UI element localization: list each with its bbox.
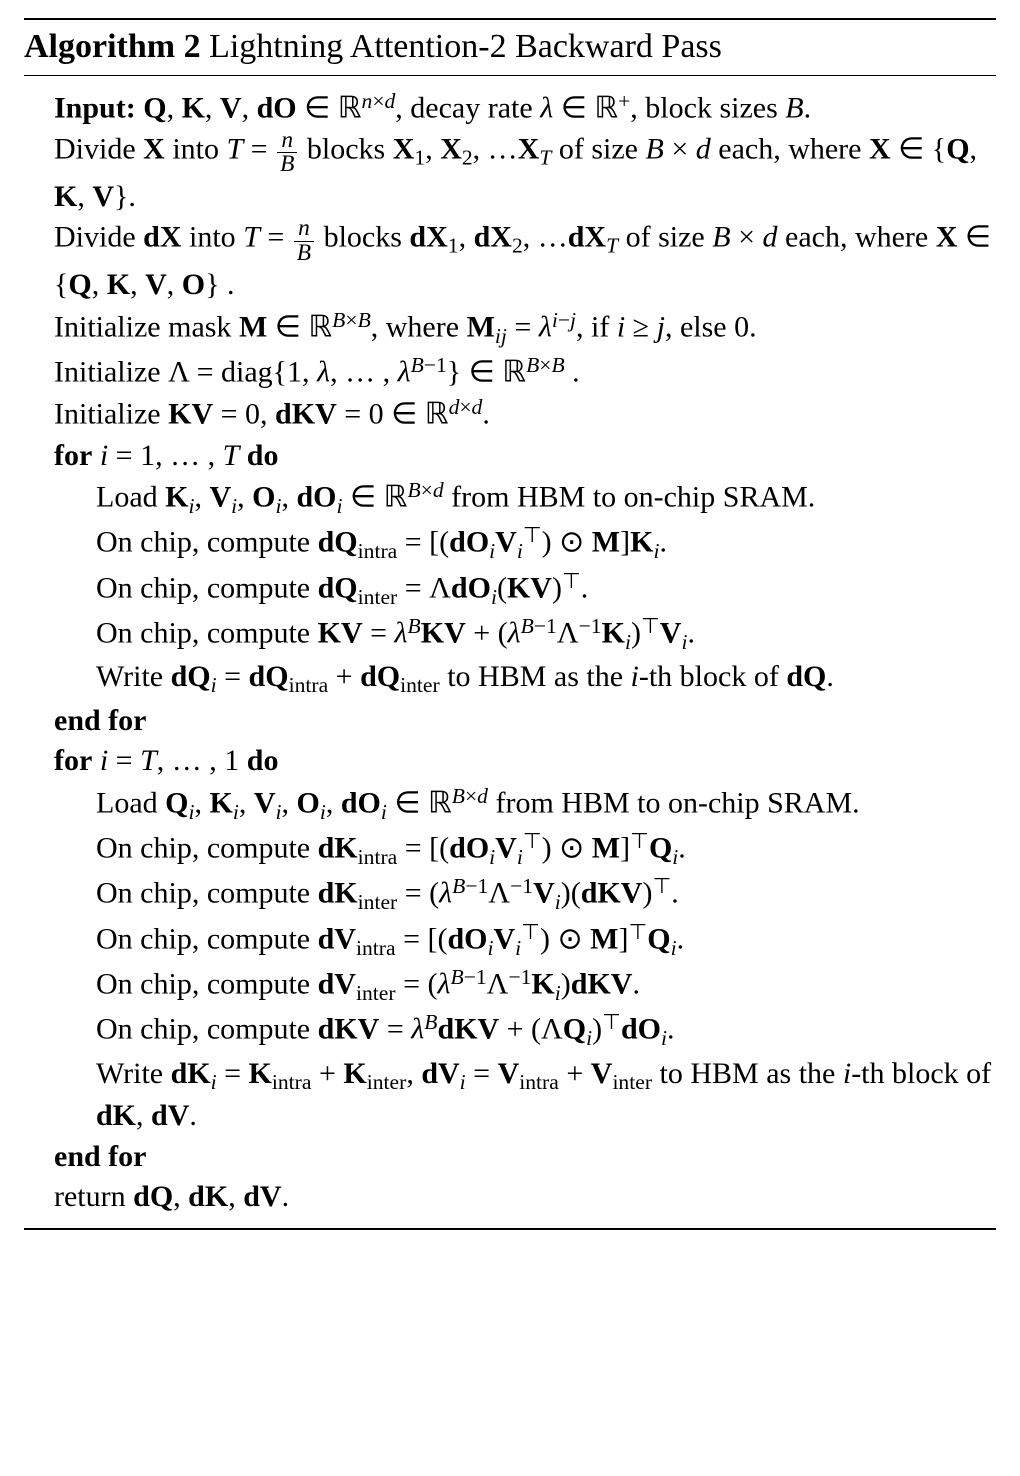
algo-line-writeKV: Write dKi = Kintra + Kinter, dVi = Vintr… — [54, 1054, 996, 1136]
algo-line-dQintra: On chip, compute dQintra = [(dOiVi⊤) ⊙ M… — [54, 521, 996, 565]
algo-line-KVup: On chip, compute KV = λBKV + (λB−1Λ−1Ki)… — [54, 612, 996, 656]
algo-line-dVintra: On chip, compute dVintra = [(dOiVi⊤) ⊙ M… — [54, 918, 996, 962]
algorithm-box: Algorithm 2 Lightning Attention-2 Backwa… — [24, 18, 996, 1230]
algo-line-dKintra: On chip, compute dKintra = [(dOiVi⊤) ⊙ M… — [54, 827, 996, 871]
algo-line-writeQ: Write dQi = dQintra + dQinter to HBM as … — [54, 657, 996, 700]
algorithm-body: Input: Q, K, V, dO ∈ ℝn×d, decay rate λ … — [24, 76, 996, 1228]
algo-line-dVinter: On chip, compute dVinter = (λB−1Λ−1Ki)dK… — [54, 963, 996, 1007]
algo-line-mask: Initialize mask M ∈ ℝB×B, where Mij = λi… — [54, 306, 996, 350]
algo-line-lambda: Initialize Λ = diag{1, λ, … , λB−1} ∈ ℝB… — [54, 351, 996, 392]
algo-line-for2: for i = T, … , 1 do — [54, 741, 996, 781]
algo-line-for1: for i = 1, … , T do — [54, 436, 996, 476]
algorithm-title-prefix: Algorithm 2 — [24, 28, 201, 65]
algo-line-dKVup: On chip, compute dKV = λBdKV + (ΛQi)⊤dOi… — [54, 1008, 996, 1052]
algo-line-endfor2: end for — [54, 1137, 996, 1177]
algo-line-divdX: Divide dX into T = nB blocks dX1, dX2, …… — [54, 217, 996, 304]
algo-line-return: return dQ, dK, dV. — [54, 1177, 996, 1217]
algorithm-title: Algorithm 2 Lightning Attention-2 Backwa… — [24, 20, 996, 76]
algo-line-load2: Load Qi, Ki, Vi, Oi, dOi ∈ ℝB×d from HBM… — [54, 782, 996, 826]
algo-line-input: Input: Q, K, V, dO ∈ ℝn×d, decay rate λ … — [54, 87, 996, 128]
algo-line-divX: Divide X into T = nB blocks X1, X2, …XT … — [54, 129, 996, 216]
algo-line-dQinter: On chip, compute dQinter = ΛdOi(KV)⊤. — [54, 567, 996, 611]
algo-line-load1: Load Ki, Vi, Oi, dOi ∈ ℝB×d from HBM to … — [54, 476, 996, 520]
algo-line-endfor1: end for — [54, 701, 996, 741]
algorithm-title-text: Lightning Attention-2 Backward Pass — [209, 28, 722, 65]
algo-line-dKinter: On chip, compute dKinter = (λB−1Λ−1Vi)(d… — [54, 872, 996, 916]
algo-line-initKV: Initialize KV = 0, dKV = 0 ∈ ℝd×d. — [54, 393, 996, 434]
